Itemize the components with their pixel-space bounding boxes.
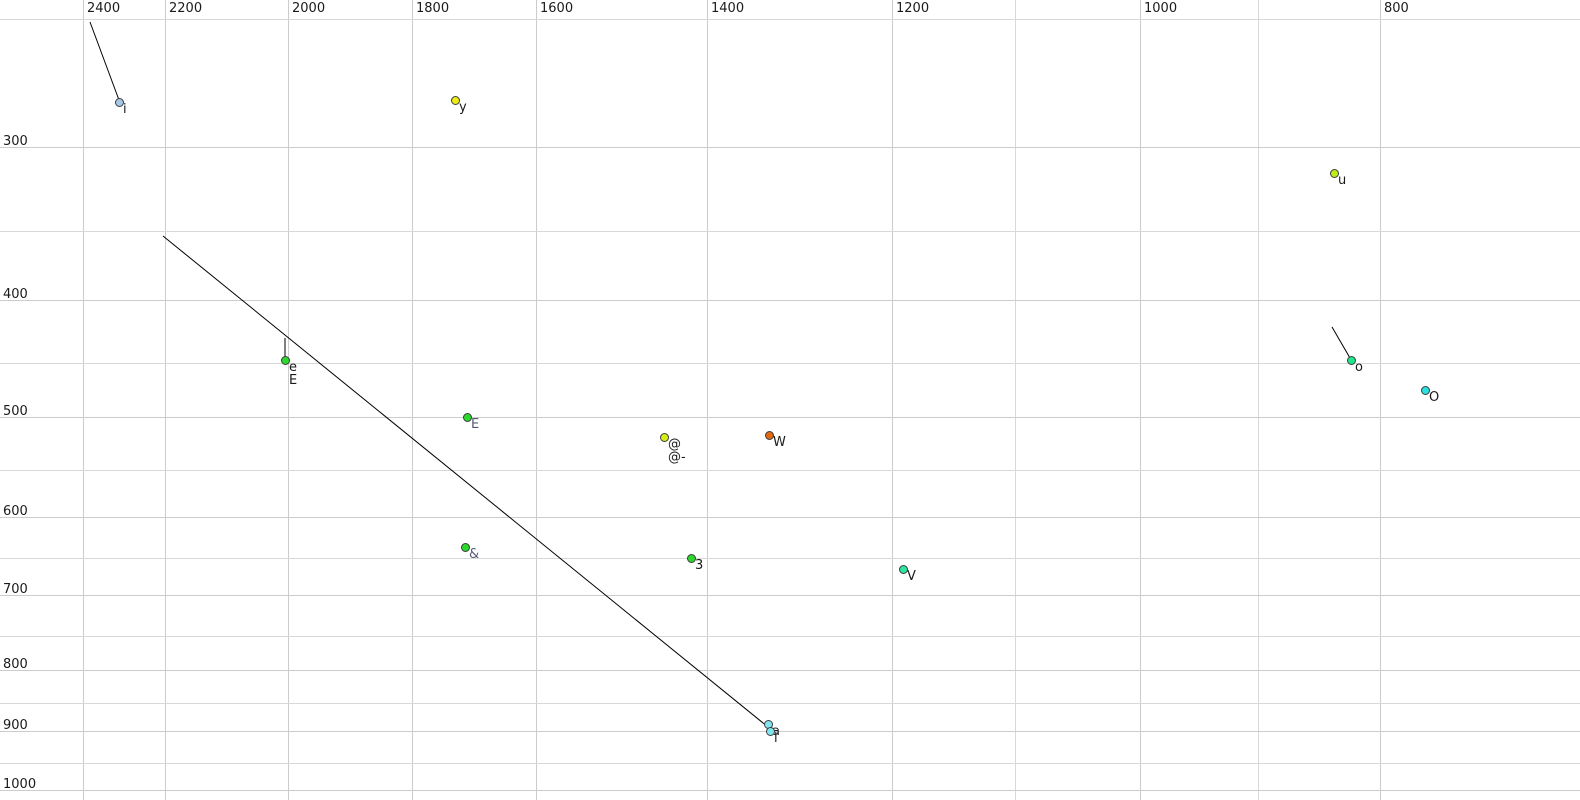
data-point-label: & xyxy=(469,547,480,562)
data-point-marker[interactable] xyxy=(1346,355,1356,365)
gridline-horizontal xyxy=(0,147,1580,148)
gridline-vertical xyxy=(165,0,166,800)
whisker-i xyxy=(89,21,120,101)
data-point-marker[interactable] xyxy=(280,355,290,365)
gridline-vertical-minor xyxy=(1258,0,1259,800)
gridline-vertical xyxy=(288,0,289,800)
y-tick-label: 800 xyxy=(3,657,28,672)
x-tick-label: 1200 xyxy=(896,1,930,16)
gridline-vertical xyxy=(1380,0,1381,800)
trend-line-main xyxy=(162,235,769,728)
x-tick-label: 1000 xyxy=(1144,1,1178,16)
gridline-vertical xyxy=(892,0,893,800)
gridline-horizontal xyxy=(0,595,1580,596)
x-tick-label: 800 xyxy=(1384,1,1409,16)
gridline-horizontal xyxy=(0,731,1580,732)
y-tick-label: 400 xyxy=(3,287,28,302)
data-point-label: e xyxy=(289,360,297,375)
gridline-horizontal-minor xyxy=(0,231,1580,232)
y-tick-label: 900 xyxy=(3,718,28,733)
data-point-label: O xyxy=(1429,390,1440,405)
data-point-marker[interactable] xyxy=(462,412,472,422)
gridline-vertical xyxy=(83,0,84,800)
gridline-horizontal xyxy=(0,300,1580,301)
data-point-marker[interactable] xyxy=(1329,168,1339,178)
data-point-label: i xyxy=(123,102,127,117)
gridline-horizontal-minor xyxy=(0,703,1580,704)
data-point-label: u xyxy=(1338,173,1347,188)
x-tick-label: 2000 xyxy=(292,1,326,16)
data-point-label: W xyxy=(773,435,786,450)
data-point-label: V xyxy=(907,569,916,584)
gridline-vertical xyxy=(1140,0,1141,800)
gridline-horizontal-minor xyxy=(0,470,1580,471)
y-tick-label: 300 xyxy=(3,134,28,149)
gridline-horizontal xyxy=(0,417,1580,418)
x-tick-label: 1600 xyxy=(540,1,574,16)
gridline-vertical-minor xyxy=(1015,0,1016,800)
y-tick-label: 600 xyxy=(3,504,28,519)
gridline-horizontal xyxy=(0,517,1580,518)
x-tick-label: 2200 xyxy=(169,1,203,16)
data-point-marker[interactable] xyxy=(1420,385,1430,395)
gridline-vertical xyxy=(536,0,537,800)
gridline-horizontal-minor xyxy=(0,19,1580,20)
gridline-horizontal-minor xyxy=(0,636,1580,637)
x-tick-label: 2400 xyxy=(87,1,121,16)
y-tick-label: 700 xyxy=(3,582,28,597)
data-point-label: y xyxy=(459,100,467,115)
data-point-marker[interactable] xyxy=(114,97,124,107)
x-tick-label: 1800 xyxy=(416,1,450,16)
x-tick-label: 1400 xyxy=(711,1,745,16)
gridline-horizontal-minor xyxy=(0,558,1580,559)
data-point-marker[interactable] xyxy=(659,432,669,442)
gridline-vertical xyxy=(707,0,708,800)
gridline-horizontal-minor xyxy=(0,763,1580,764)
data-point-marker[interactable] xyxy=(686,553,696,563)
data-point-label: o xyxy=(1355,360,1363,375)
gridline-vertical xyxy=(412,0,413,800)
y-tick-label: 1000 xyxy=(3,777,37,792)
gridline-horizontal xyxy=(0,790,1580,791)
data-point-label-secondary: E xyxy=(289,373,298,388)
data-point-marker[interactable] xyxy=(460,542,470,552)
data-point-marker[interactable] xyxy=(765,726,775,736)
data-point-label: l xyxy=(774,731,778,746)
gridline-horizontal-minor xyxy=(0,363,1580,364)
data-point-label: a xyxy=(772,724,780,739)
data-point-label: @ xyxy=(668,437,681,452)
whisker-o xyxy=(1331,326,1351,359)
y-tick-label: 500 xyxy=(3,404,28,419)
data-point-label: 3 xyxy=(695,558,704,573)
data-point-label: E xyxy=(471,417,480,432)
gridline-horizontal xyxy=(0,670,1580,671)
data-point-marker[interactable] xyxy=(764,430,774,440)
data-point-marker[interactable] xyxy=(898,564,908,574)
data-point-marker[interactable] xyxy=(450,95,460,105)
data-point-label-secondary: @- xyxy=(668,450,686,465)
